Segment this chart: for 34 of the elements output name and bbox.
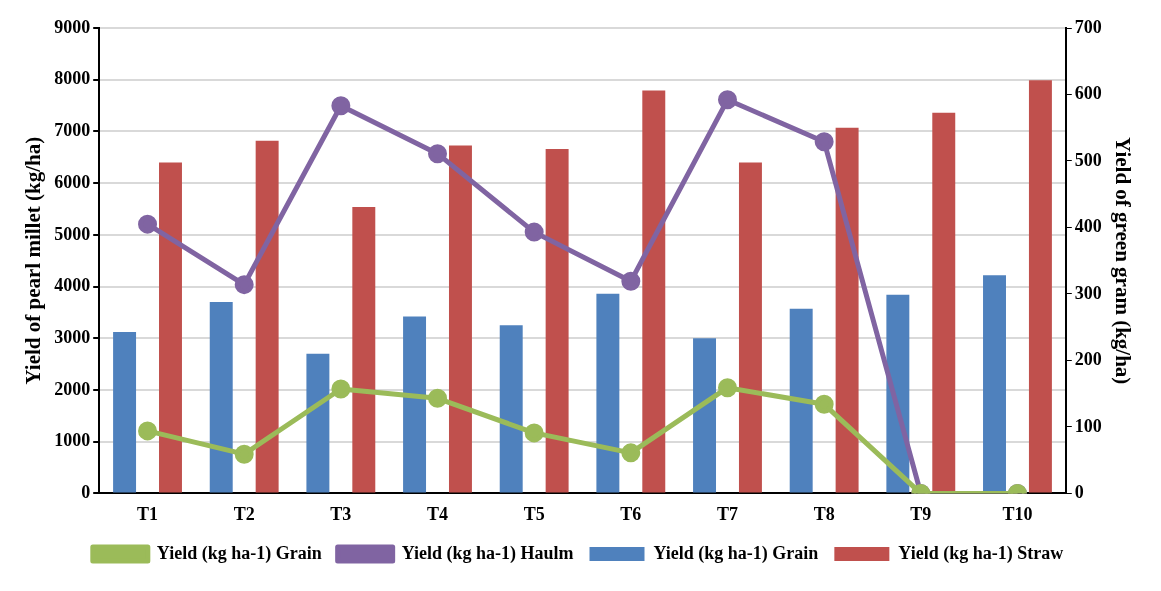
legend-label: Yield (kg ha-1) Haulm (401, 542, 574, 564)
x-tick-label: T4 (427, 503, 449, 524)
legend-label: Yield (kg ha-1) Grain (156, 542, 322, 564)
y2-axis-title: Yield of green gram (kg/ha) (1110, 137, 1135, 385)
x-tick-label: T5 (523, 503, 545, 524)
y2-tick-label: 400 (1074, 216, 1102, 237)
y2-tick-label: 700 (1074, 16, 1102, 37)
y-axis-title: Yield of pearl millet (kg/ha) (21, 136, 46, 385)
legend-label: Yield (kg ha-1) Grain (653, 542, 819, 564)
x-tick-label: T3 (330, 503, 352, 524)
y2-tick-label: 0 (1074, 482, 1084, 503)
y2-tick-label: 600 (1074, 83, 1102, 104)
y-tick-label: 8000 (54, 68, 91, 89)
y-tick-label: 6000 (54, 171, 91, 192)
x-tick-label: T9 (910, 503, 932, 524)
y-tick-label: 9000 (54, 16, 91, 37)
y2-tick-label: 200 (1074, 349, 1102, 370)
y2-tick-label: 300 (1074, 282, 1102, 303)
y2-tick-label: 500 (1074, 149, 1102, 170)
x-tick-label: T1 (137, 503, 159, 524)
x-tick-label: T8 (813, 503, 835, 524)
y-tick-label: 7000 (54, 120, 91, 141)
y-tick-label: 4000 (54, 275, 91, 296)
x-tick-label: T7 (716, 503, 738, 524)
y2-tick-label: 100 (1074, 415, 1102, 436)
x-tick-label: T6 (620, 503, 642, 524)
y-tick-label: 0 (81, 482, 91, 503)
y-tick-label: 5000 (54, 223, 91, 244)
y-tick-label: 1000 (54, 430, 91, 451)
y-tick-label: 2000 (54, 378, 91, 399)
legend-label: Yield (kg ha-1) Straw (898, 542, 1064, 564)
y-tick-label: 3000 (54, 326, 91, 347)
x-tick-label: T2 (233, 503, 255, 524)
x-tick-label: T10 (1002, 503, 1033, 524)
